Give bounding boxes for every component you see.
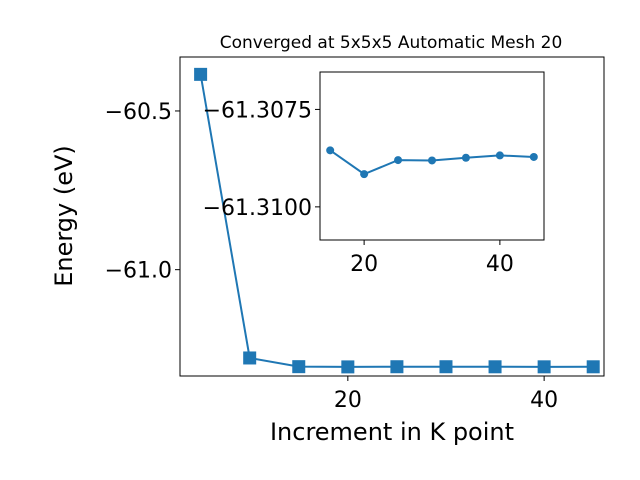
- main-data-point: [194, 67, 208, 81]
- inset-x-tick-label: 40: [486, 252, 514, 277]
- main-data-point: [537, 360, 551, 374]
- main-y-tick-label: −60.5: [105, 100, 172, 125]
- main-y-tick-label: −61.0: [105, 259, 172, 284]
- inset-data-point: [461, 153, 470, 162]
- inset-series-markers: [326, 146, 538, 179]
- inset-data-point: [394, 156, 403, 165]
- main-data-point: [586, 360, 600, 374]
- main-x-ticks: 20 40: [334, 376, 558, 413]
- inset-axes: 20 40 −61.3100−61.3075: [203, 71, 545, 277]
- inset-data-point: [529, 152, 538, 161]
- inset-data-point: [428, 156, 436, 165]
- main-y-ticks: −61.0 −60.5: [105, 100, 180, 284]
- main-x-tick-label: 40: [530, 388, 558, 413]
- main-x-tick-label: 20: [334, 388, 362, 413]
- main-data-point: [243, 351, 257, 365]
- main-data-point: [341, 360, 355, 374]
- main-plot-frame: [179, 56, 605, 377]
- main-axes: Converged at 5x5x5 Automatic Mesh 20 20 4…: [50, 33, 605, 446]
- main-data-point: [488, 360, 502, 374]
- inset-data-point: [495, 151, 504, 160]
- main-data-point: [439, 360, 453, 374]
- main-data-point: [292, 360, 306, 374]
- inset-x-ticks: 20 40: [350, 240, 514, 277]
- inset-y-tick-label: −61.3100: [203, 196, 312, 221]
- inset-data-point: [326, 146, 335, 155]
- inset-data-point: [360, 170, 369, 179]
- inset-y-tick-label: −61.3075: [203, 98, 312, 123]
- main-series-markers: [194, 67, 600, 374]
- main-y-axis-label: Energy (eV): [50, 145, 78, 287]
- inset-y-ticks: −61.3100 −61.3075: [203, 98, 320, 221]
- inset-x-tick-label: 20: [350, 252, 378, 277]
- inset-plot-frame: [319, 71, 545, 241]
- main-x-axis-label: Increment in K point: [270, 418, 514, 446]
- main-title: Converged at 5x5x5 Automatic Mesh 20: [220, 33, 563, 53]
- main-data-point: [390, 360, 404, 374]
